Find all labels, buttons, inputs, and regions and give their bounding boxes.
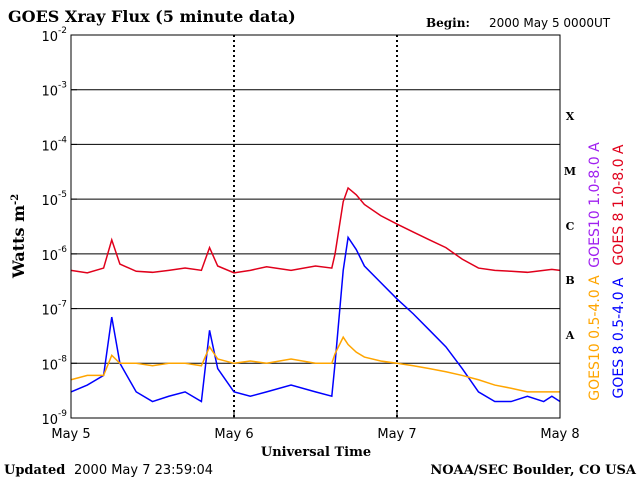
y-tick-label: 10-7	[41, 300, 67, 319]
series-line-goes10-0-5-4-0-a	[70, 335, 560, 393]
y-axis-label-main: Watts m	[9, 205, 28, 279]
y-tick-base: 10	[41, 194, 58, 209]
updated-label: Updated	[4, 463, 65, 478]
credit-text: NOAA/SEC Boulder, CO USA	[430, 463, 637, 478]
legend-layer: GOES10 1.0-8.0 A GOES 8 1.0-8.0 A GOES10 0…	[587, 142, 627, 401]
y-tick-label: 10-8	[41, 354, 67, 373]
y-tick-base: 10	[41, 30, 58, 45]
x-tick-label: May 5	[51, 427, 90, 442]
series-layer	[70, 186, 561, 403]
flare-class-label: B	[565, 274, 574, 287]
y-axis-label-exponent: -2	[10, 194, 21, 205]
y-tick-label: 10-9	[41, 409, 67, 428]
y-tick-exponent: -4	[58, 135, 67, 145]
flare-class-layer: X M C B A	[564, 110, 576, 342]
plot-frame	[70, 34, 561, 419]
chart-title: GOES Xray Flux (5 minute data)	[8, 7, 296, 26]
y-tick-exponent: -9	[58, 409, 67, 419]
y-tick-exponent: -3	[58, 81, 67, 91]
y-tick-base: 10	[41, 304, 58, 319]
y-tick-exponent: -7	[58, 300, 67, 310]
x-tick-label: May 7	[377, 427, 416, 442]
begin-label: Begin:	[426, 16, 470, 30]
y-tick-base: 10	[41, 85, 58, 100]
legend-label: GOES 8 1.0-8.0 A	[611, 144, 627, 265]
y-tick-layer: 10-210-310-410-510-610-710-810-9	[41, 26, 77, 428]
x-tick-label: May 8	[540, 427, 579, 442]
y-tick-base: 10	[41, 413, 58, 428]
y-tick-label: 10-2	[41, 26, 67, 45]
legend-label: GOES 8 0.5-4.0 A	[611, 277, 627, 398]
updated-value: 2000 May 7 23:59:04	[74, 463, 213, 478]
series-line-goes-8-0-5-4-0-a	[70, 235, 561, 403]
flare-class-label: X	[566, 110, 575, 123]
y-tick-exponent: -5	[58, 190, 67, 200]
y-tick-base: 10	[41, 139, 58, 154]
x-axis-label: Universal Time	[261, 445, 371, 460]
y-tick-exponent: -2	[58, 26, 67, 36]
y-tick-exponent: -6	[58, 245, 67, 255]
legend-label: GOES10 1.0-8.0 A	[587, 142, 603, 268]
flare-class-label: C	[566, 220, 575, 233]
y-tick-label: 10-6	[41, 245, 67, 264]
x-tick-layer: May 5 May 6 May 7 May 8	[51, 412, 580, 442]
y-tick-label: 10-3	[41, 81, 67, 100]
date-guide-layer	[233, 35, 398, 418]
y-tick-base: 10	[41, 358, 58, 373]
y-tick-exponent: -8	[58, 354, 67, 364]
series-line-goes-8-1-0-8-0-a	[70, 186, 561, 274]
flare-class-label: M	[564, 165, 576, 178]
flare-class-label: A	[565, 329, 575, 342]
y-tick-label: 10-5	[41, 190, 67, 209]
axes-layer	[70, 34, 561, 419]
y-tick-label: 10-4	[41, 135, 67, 154]
y-axis-label: Watts m-2	[9, 194, 28, 279]
x-tick-label: May 6	[214, 427, 253, 442]
begin-value: 2000 May 5 0000UT	[489, 16, 611, 30]
grid-layer	[71, 34, 560, 419]
y-tick-base: 10	[41, 249, 58, 264]
legend-label: GOES10 0.5-4.0 A	[587, 275, 603, 401]
